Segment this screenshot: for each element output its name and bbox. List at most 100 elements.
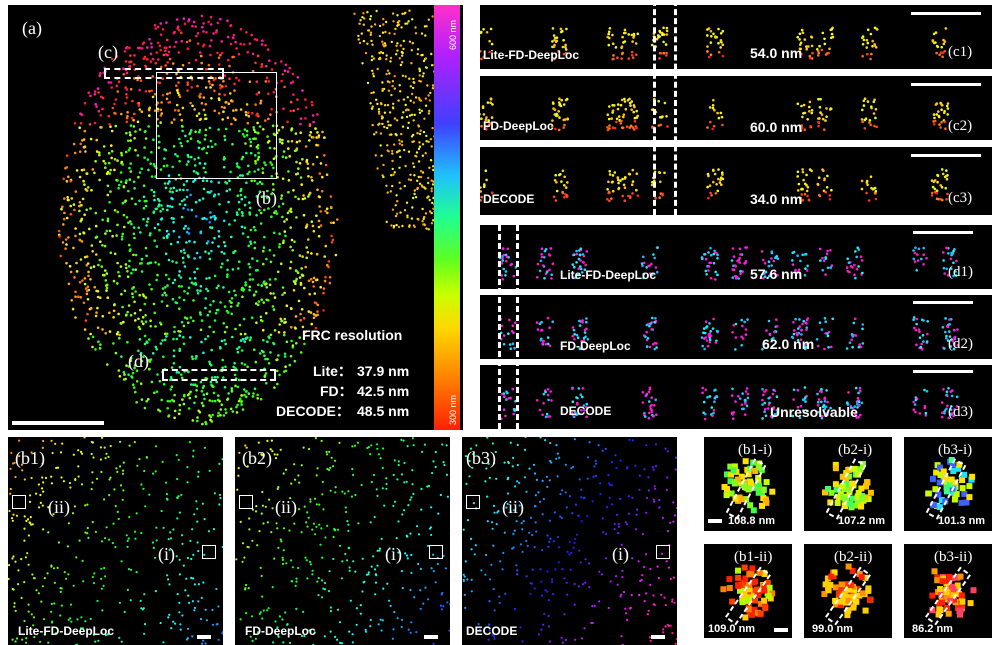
panel-c1-dots bbox=[480, 26, 948, 61]
panel-b1-i-image: (b1-i) 108.8 nm bbox=[704, 437, 792, 531]
panel-b1-ii-label: (b1-ii) bbox=[734, 549, 773, 565]
panel-b1-roi-i-box bbox=[202, 545, 216, 559]
panel-c3-dots bbox=[480, 168, 949, 203]
panel-c3-image: DECODE 34.0 nm (c3) bbox=[480, 147, 992, 215]
panel-b2-ii-blob bbox=[821, 563, 874, 619]
colorbar bbox=[434, 5, 460, 430]
frc-fd-value: 42.5 nm bbox=[357, 383, 410, 399]
panel-b1-image: (b1) (ii) (i) Lite-FD-DeepLoc bbox=[8, 437, 223, 645]
panel-d3-method: DECODE bbox=[560, 404, 612, 418]
panel-b3-ii-value: 86.2 nm bbox=[912, 623, 953, 635]
panel-b1-i-profile-box bbox=[725, 458, 767, 520]
panel-d-profile-line-left bbox=[498, 225, 501, 429]
panel-b3-i-blob bbox=[925, 457, 976, 511]
panel-d2-method: FD-DeepLoc bbox=[560, 339, 631, 353]
panel-d1-dots bbox=[498, 246, 958, 281]
panel-d1-label: (d1) bbox=[948, 264, 973, 280]
panel-c1-label: (c1) bbox=[948, 44, 973, 60]
panel-b1-i-blob bbox=[721, 458, 776, 514]
panel-b3-ii-label: (b3-ii) bbox=[934, 549, 973, 565]
panel-b3-i-profile-box bbox=[925, 458, 967, 520]
frc-fd-name: FD： bbox=[320, 383, 353, 399]
panel-b1-ii-profile-box bbox=[724, 566, 772, 626]
panel-b2-ii-image: (b2-ii) 99.0 nm bbox=[804, 544, 892, 638]
panel-c1-method: Lite-FD-DeepLoc bbox=[483, 48, 579, 62]
panel-b1-ii-scale-bar bbox=[774, 628, 788, 632]
panel-b2-ii-value: 99.0 nm bbox=[812, 623, 853, 635]
panel-b2-roi-i-label: (i) bbox=[385, 544, 402, 564]
roi-c-label: (c) bbox=[98, 42, 118, 62]
panel-b2-i-value: 107.2 nm bbox=[838, 515, 886, 527]
panel-c2-scale-bar bbox=[911, 83, 981, 86]
panel-d2-scale-bar bbox=[913, 301, 973, 304]
panel-c1-image: Lite-FD-DeepLoc 54.0 nm (c1) bbox=[480, 5, 992, 69]
panel-d3-label: (d3) bbox=[948, 404, 973, 420]
panel-b3-i-label: (b3-i) bbox=[938, 442, 973, 458]
panel-d2-value: 62.0 nm bbox=[762, 336, 815, 352]
panel-b1-i-value: 108.8 nm bbox=[728, 515, 776, 527]
panel-c2-value: 60.0 nm bbox=[750, 119, 803, 135]
panel-b3-roi-i-box bbox=[656, 545, 670, 559]
panel-c2-dots bbox=[480, 97, 950, 132]
frc-decode-value: 48.5 nm bbox=[357, 403, 410, 419]
panel-d3-image: DECODE Unresolvable (d3) bbox=[480, 365, 992, 429]
panel-b3-i-image: (b3-i) 101.3 nm bbox=[904, 437, 992, 531]
panel-c3-method: DECODE bbox=[483, 192, 535, 206]
panel-a-label: (a) bbox=[22, 18, 42, 38]
panel-b2-method: FD-DeepLoc bbox=[245, 624, 316, 638]
panel-b1-method: Lite-FD-DeepLoc bbox=[18, 624, 114, 638]
frc-lite-value: 37.9 nm bbox=[357, 363, 410, 379]
panel-c2-label: (c2) bbox=[948, 118, 973, 134]
panel-b2-roi-i-box bbox=[429, 545, 443, 559]
frc-lite-name: Lite： bbox=[313, 363, 352, 379]
panel-b1-ii-value: 109.0 nm bbox=[708, 623, 756, 635]
panel-d3-value: Unresolvable bbox=[770, 404, 858, 420]
panel-c2-method: FD-DeepLoc bbox=[483, 119, 554, 133]
panel-b1-scale-bar bbox=[197, 635, 211, 639]
panel-a-scale-bar bbox=[12, 421, 104, 425]
panel-b2-dots bbox=[235, 437, 450, 645]
panel-b3-dots bbox=[462, 437, 677, 645]
panel-b2-ii-label: (b2-ii) bbox=[834, 549, 873, 565]
panel-b3-scale-bar bbox=[651, 635, 665, 639]
panel-b3-i-value: 101.3 nm bbox=[938, 515, 986, 527]
panel-b1-roi-i-label: (i) bbox=[158, 544, 175, 564]
panel-b2-roi-ii-box bbox=[239, 495, 253, 509]
panel-b2-scale-bar bbox=[424, 635, 438, 639]
roi-b-box bbox=[156, 72, 277, 179]
panel-b1-i-scale-bar bbox=[708, 519, 722, 523]
colorbar-bottom-label: 300 nm bbox=[448, 394, 458, 425]
panel-d1-value: 57.6 nm bbox=[750, 266, 803, 282]
panel-b2-image: (b2) (ii) (i) FD-DeepLoc bbox=[235, 437, 450, 645]
panel-d1-image: Lite-FD-DeepLoc 57.6 nm (d1) bbox=[480, 225, 992, 289]
roi-b-label: (b) bbox=[256, 188, 277, 208]
panel-b3-roi-ii-label: (ii) bbox=[502, 497, 524, 517]
panel-b3-image: (b3) (ii) (i) DECODE bbox=[462, 437, 677, 645]
panel-d3-dots bbox=[499, 386, 959, 421]
panel-b1-label: (b1) bbox=[15, 448, 45, 468]
panel-b1-ii-image: (b1-ii) 109.0 nm bbox=[704, 544, 792, 638]
colorbar-top-label: 600 nm bbox=[448, 19, 458, 50]
panel-c3-scale-bar bbox=[911, 154, 981, 157]
panel-d2-dots bbox=[499, 316, 960, 351]
panel-b1-i-label: (b1-i) bbox=[738, 442, 773, 458]
panel-b2-i-label: (b2-i) bbox=[838, 442, 873, 458]
panel-b1-roi-ii-box bbox=[12, 495, 26, 509]
frc-title: FRC resolution bbox=[302, 327, 403, 343]
panel-b3-method: DECODE bbox=[466, 624, 518, 638]
panel-b2-i-profile-box bbox=[825, 458, 867, 520]
panel-c2-image: FD-DeepLoc 60.0 nm (c2) bbox=[480, 76, 992, 140]
panel-b3-ii-image: (b3-ii) 86.2 nm bbox=[904, 544, 992, 638]
panel-b2-i-image: (b2-i) 107.2 nm bbox=[804, 437, 892, 531]
panel-b3-label: (b3) bbox=[466, 448, 496, 468]
panel-b2-label: (b2) bbox=[242, 448, 272, 468]
panel-c1-scale-bar bbox=[911, 12, 981, 15]
panel-b2-roi-ii-label: (ii) bbox=[275, 497, 297, 517]
panel-c-profile-line-left bbox=[653, 0, 656, 215]
panel-c1-value: 54.0 nm bbox=[750, 45, 803, 61]
frc-decode-name: DECODE： bbox=[276, 403, 350, 419]
roi-d-label: (d) bbox=[128, 351, 149, 371]
panel-b1-roi-ii-label: (ii) bbox=[48, 497, 70, 517]
panel-d1-method: Lite-FD-DeepLoc bbox=[560, 268, 656, 282]
panel-d2-image: FD-DeepLoc 62.0 nm (d2) bbox=[480, 295, 992, 359]
